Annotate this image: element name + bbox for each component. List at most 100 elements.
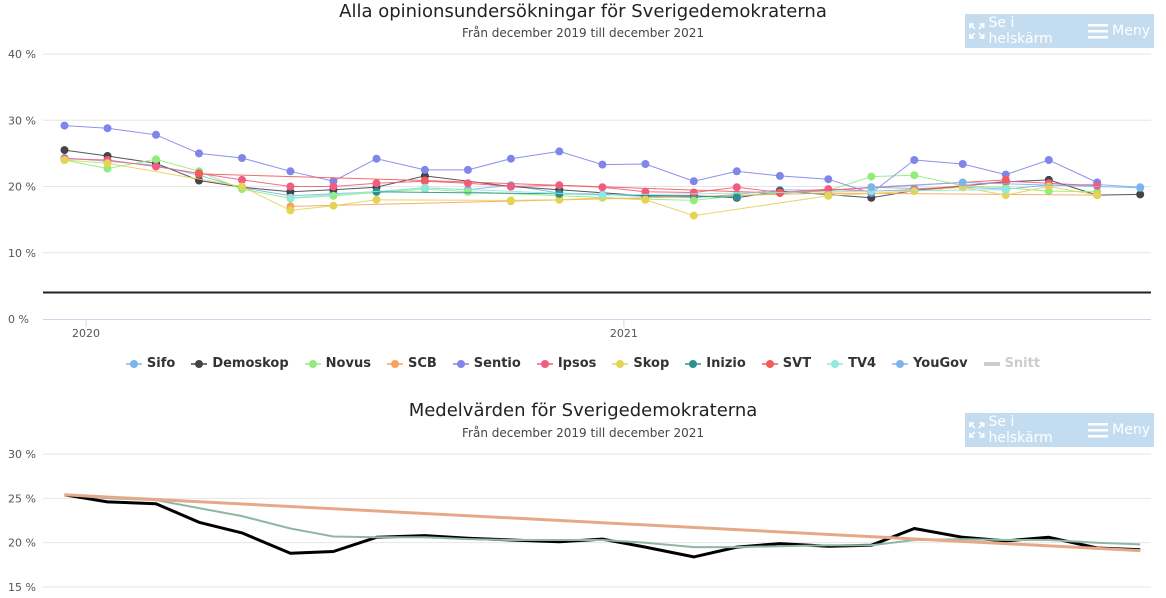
- average-chart-plot: 15 % 20 % 25 % 30 %: [8, 448, 1151, 594]
- chart-legend: Sifo Demoskop Novus SCB Sentio Ipsos Skop Inizi…: [0, 356, 1166, 371]
- legend-symbol: [304, 359, 321, 368]
- data-point: [420, 176, 429, 185]
- data-point: [598, 160, 607, 169]
- menu-button[interactable]: Meny: [1084, 413, 1154, 447]
- series-line: [64, 158, 1098, 194]
- data-point: [775, 189, 784, 198]
- data-point: [60, 146, 69, 155]
- legend-label: Inizio: [706, 356, 746, 371]
- fullscreen-button[interactable]: Se i helskärm: [965, 14, 1084, 48]
- fullscreen-button[interactable]: Se i helskärm: [965, 413, 1084, 447]
- data-point: [689, 177, 698, 186]
- data-point: [286, 193, 295, 202]
- fullscreen-label: Se i helskärm: [988, 414, 1053, 446]
- data-point: [420, 183, 429, 192]
- data-point: [1136, 183, 1145, 192]
- chart-toolbar: Se i helskärm Meny: [965, 413, 1154, 447]
- data-point: [238, 175, 246, 184]
- y-tick-label: 30 %: [8, 114, 36, 127]
- data-point: [910, 171, 919, 180]
- legend-item-snitt[interactable]: Snitt: [983, 356, 1041, 371]
- data-point: [329, 191, 338, 200]
- data-point: [732, 193, 741, 202]
- data-point: [1093, 191, 1102, 200]
- legend-label: Sifo: [146, 356, 176, 371]
- legend-item-tv4[interactable]: TV4: [827, 356, 876, 371]
- data-point: [689, 196, 698, 205]
- series-yougov: [867, 178, 1145, 192]
- menu-label: Meny: [1112, 23, 1150, 39]
- legend-item-sentio[interactable]: Sentio: [452, 356, 521, 371]
- data-point: [958, 178, 967, 187]
- data-point: [152, 130, 160, 139]
- average-series-line-2: [64, 493, 1141, 553]
- fullscreen-label: Se i helskärm: [988, 15, 1053, 47]
- y-tick-label: 10 %: [8, 247, 36, 260]
- legend-item-demoskop[interactable]: Demoskop: [191, 356, 289, 371]
- y-tick-label: 20 %: [8, 181, 36, 194]
- legend-item-novus[interactable]: Novus: [304, 356, 371, 371]
- y-tick-label: 20 %: [8, 537, 36, 550]
- legend-symbol: [125, 359, 142, 368]
- data-point: [775, 171, 784, 180]
- fullscreen-icon: [969, 422, 985, 438]
- data-point: [286, 206, 295, 215]
- data-point: [641, 195, 650, 204]
- legend-item-svt[interactable]: SVT: [761, 356, 811, 371]
- data-point: [60, 156, 69, 164]
- data-point: [1136, 190, 1145, 199]
- data-point: [824, 191, 833, 200]
- data-point: [824, 185, 833, 194]
- series-sentio: [60, 121, 1102, 198]
- data-point: [732, 183, 741, 192]
- legend-item-inizio[interactable]: Inizio: [685, 356, 746, 371]
- chart-toolbar: Se i helskärm Meny: [965, 14, 1154, 48]
- data-point: [286, 167, 295, 176]
- polls-chart-plot: 0 % 10 % 20 % 30 % 40 % 2020 2021: [8, 48, 1151, 340]
- data-point: [506, 154, 515, 163]
- legend-item-skop[interactable]: Skop: [612, 356, 669, 371]
- series-line: [64, 125, 1098, 194]
- data-point: [195, 169, 203, 178]
- legend-symbol: [685, 359, 702, 368]
- legend-label: Snitt: [1004, 356, 1041, 371]
- data-point: [1044, 156, 1053, 164]
- y-tick-label: 25 %: [8, 492, 36, 505]
- data-point: [867, 172, 876, 181]
- chart-title: Alla opinionsundersökningar för Sveriged…: [339, 1, 827, 22]
- data-point: [103, 159, 112, 168]
- y-tick-label: 0 %: [8, 313, 29, 326]
- legend-item-scb[interactable]: SCB: [386, 356, 437, 371]
- legend-label: Skop: [633, 356, 670, 371]
- data-point: [463, 165, 472, 174]
- data-point: [463, 179, 472, 188]
- data-point: [1044, 182, 1053, 191]
- chart-subtitle: Från december 2019 till december 2021: [462, 26, 704, 40]
- data-point: [598, 191, 607, 200]
- data-point: [420, 165, 429, 174]
- legend-item-sifo[interactable]: Sifo: [125, 356, 176, 371]
- legend-symbol: [761, 359, 778, 368]
- menu-button[interactable]: Meny: [1084, 14, 1154, 48]
- y-tick-label: 40 %: [8, 48, 36, 61]
- legend-item-ipsos[interactable]: Ipsos: [536, 356, 597, 371]
- legend-symbol: [452, 359, 469, 368]
- data-point: [152, 155, 160, 164]
- legend-label: YouGov: [913, 356, 968, 371]
- legend-label: Ipsos: [557, 356, 597, 371]
- legend-symbol: [612, 359, 629, 368]
- menu-label: Meny: [1112, 422, 1150, 438]
- legend-symbol: [386, 359, 403, 368]
- series-tv4: [286, 183, 1010, 202]
- data-point: [1093, 181, 1102, 190]
- data-point: [103, 124, 112, 133]
- y-tick-label: 15 %: [8, 581, 36, 594]
- data-point: [1001, 185, 1010, 194]
- legend-item-yougov[interactable]: YouGov: [892, 356, 968, 371]
- data-point: [641, 160, 650, 168]
- chart-subtitle: Från december 2019 till december 2021: [462, 426, 704, 440]
- data-point: [641, 187, 650, 196]
- fullscreen-icon: [969, 23, 985, 39]
- legend-label: SCB: [407, 356, 437, 371]
- legend-label: Sentio: [473, 356, 521, 371]
